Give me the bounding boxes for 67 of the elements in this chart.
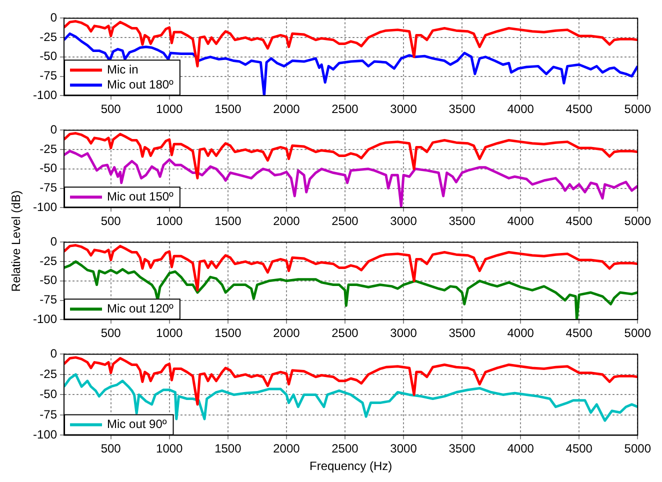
x-tick-label: 2500	[332, 442, 359, 456]
y-tick-label: -75	[40, 407, 58, 422]
y-tick-label: -50	[40, 273, 58, 288]
x-tick-label: 500	[100, 442, 122, 456]
x-tick-label: 4500	[566, 326, 593, 340]
y-tick-label: 0	[50, 346, 58, 361]
x-tick-label: 1000	[156, 442, 184, 456]
y-tick-label: 0	[50, 122, 58, 137]
x-tick-label: 1000	[156, 326, 184, 340]
legend-label: Mic out 120º	[107, 301, 174, 316]
x-tick-label: 3500	[448, 102, 476, 116]
x-tick-label: 3500	[448, 214, 476, 228]
y-tick-label: 0	[50, 10, 58, 25]
y-axis-title: Relative Level (dB)	[8, 189, 24, 294]
y-tick-label: -25	[40, 366, 58, 381]
x-tick-label: 5000	[624, 102, 652, 116]
x-tick-label: 2500	[332, 214, 359, 228]
y-tick-label: -75	[40, 292, 58, 307]
x-tick-label: 2000	[273, 442, 300, 456]
x-tick-label: 500	[100, 214, 122, 228]
legend-label: Mic in	[107, 62, 138, 76]
y-tick-label: -25	[40, 30, 58, 44]
x-tick-label: 1500	[214, 102, 242, 116]
x-tick-label: 3000	[390, 102, 418, 116]
x-tick-label: 1000	[156, 214, 184, 228]
x-tick-label: 4000	[507, 326, 534, 340]
x-tick-label: 4500	[566, 102, 593, 116]
x-tick-label: 3000	[390, 214, 418, 228]
x-tick-label: 500	[100, 102, 122, 116]
x-tick-label: 2000	[273, 326, 300, 340]
x-tick-label: 2000	[273, 102, 300, 116]
y-tick-label: -25	[40, 142, 58, 156]
x-tick-label: 4500	[566, 442, 593, 456]
y-tick-label: -50	[40, 161, 58, 176]
x-tick-label: 3500	[448, 442, 476, 456]
x-tick-label: 4000	[507, 102, 534, 116]
legend-label: Mic out 150º	[107, 189, 174, 204]
legend-label: Mic out 180º	[107, 77, 174, 92]
x-tick-label: 5000	[624, 442, 652, 456]
y-tick-label: -100	[32, 200, 58, 214]
x-tick-label: 1000	[156, 102, 184, 116]
x-tick-label: 3000	[390, 442, 418, 456]
x-axis-title: Frequency (Hz)	[309, 459, 392, 474]
x-tick-label: 4000	[507, 214, 534, 228]
y-tick-label: -75	[40, 68, 58, 83]
legend-label: Mic out 90º	[107, 417, 168, 432]
y-tick-label: -100	[32, 428, 58, 442]
y-tick-label: -100	[32, 88, 58, 102]
y-tick-label: 0	[50, 234, 58, 249]
x-tick-label: 4000	[507, 442, 534, 456]
x-tick-label: 500	[100, 326, 122, 340]
x-tick-label: 3500	[448, 326, 476, 340]
x-tick-label: 2000	[273, 214, 300, 228]
x-tick-label: 1500	[214, 214, 242, 228]
y-tick-label: -100	[32, 312, 58, 326]
x-tick-label: 2500	[332, 326, 359, 340]
x-tick-label: 1500	[214, 442, 242, 456]
x-tick-label: 4500	[566, 214, 593, 228]
x-tick-label: 2500	[332, 102, 359, 116]
x-tick-label: 3000	[390, 326, 418, 340]
x-tick-label: 1500	[214, 326, 242, 340]
y-tick-label: -50	[40, 49, 58, 64]
x-tick-label: 5000	[624, 326, 652, 340]
x-tick-label: 5000	[624, 214, 652, 228]
y-tick-label: -75	[40, 180, 58, 195]
y-tick-label: -50	[40, 387, 58, 402]
y-tick-label: -25	[40, 254, 58, 268]
